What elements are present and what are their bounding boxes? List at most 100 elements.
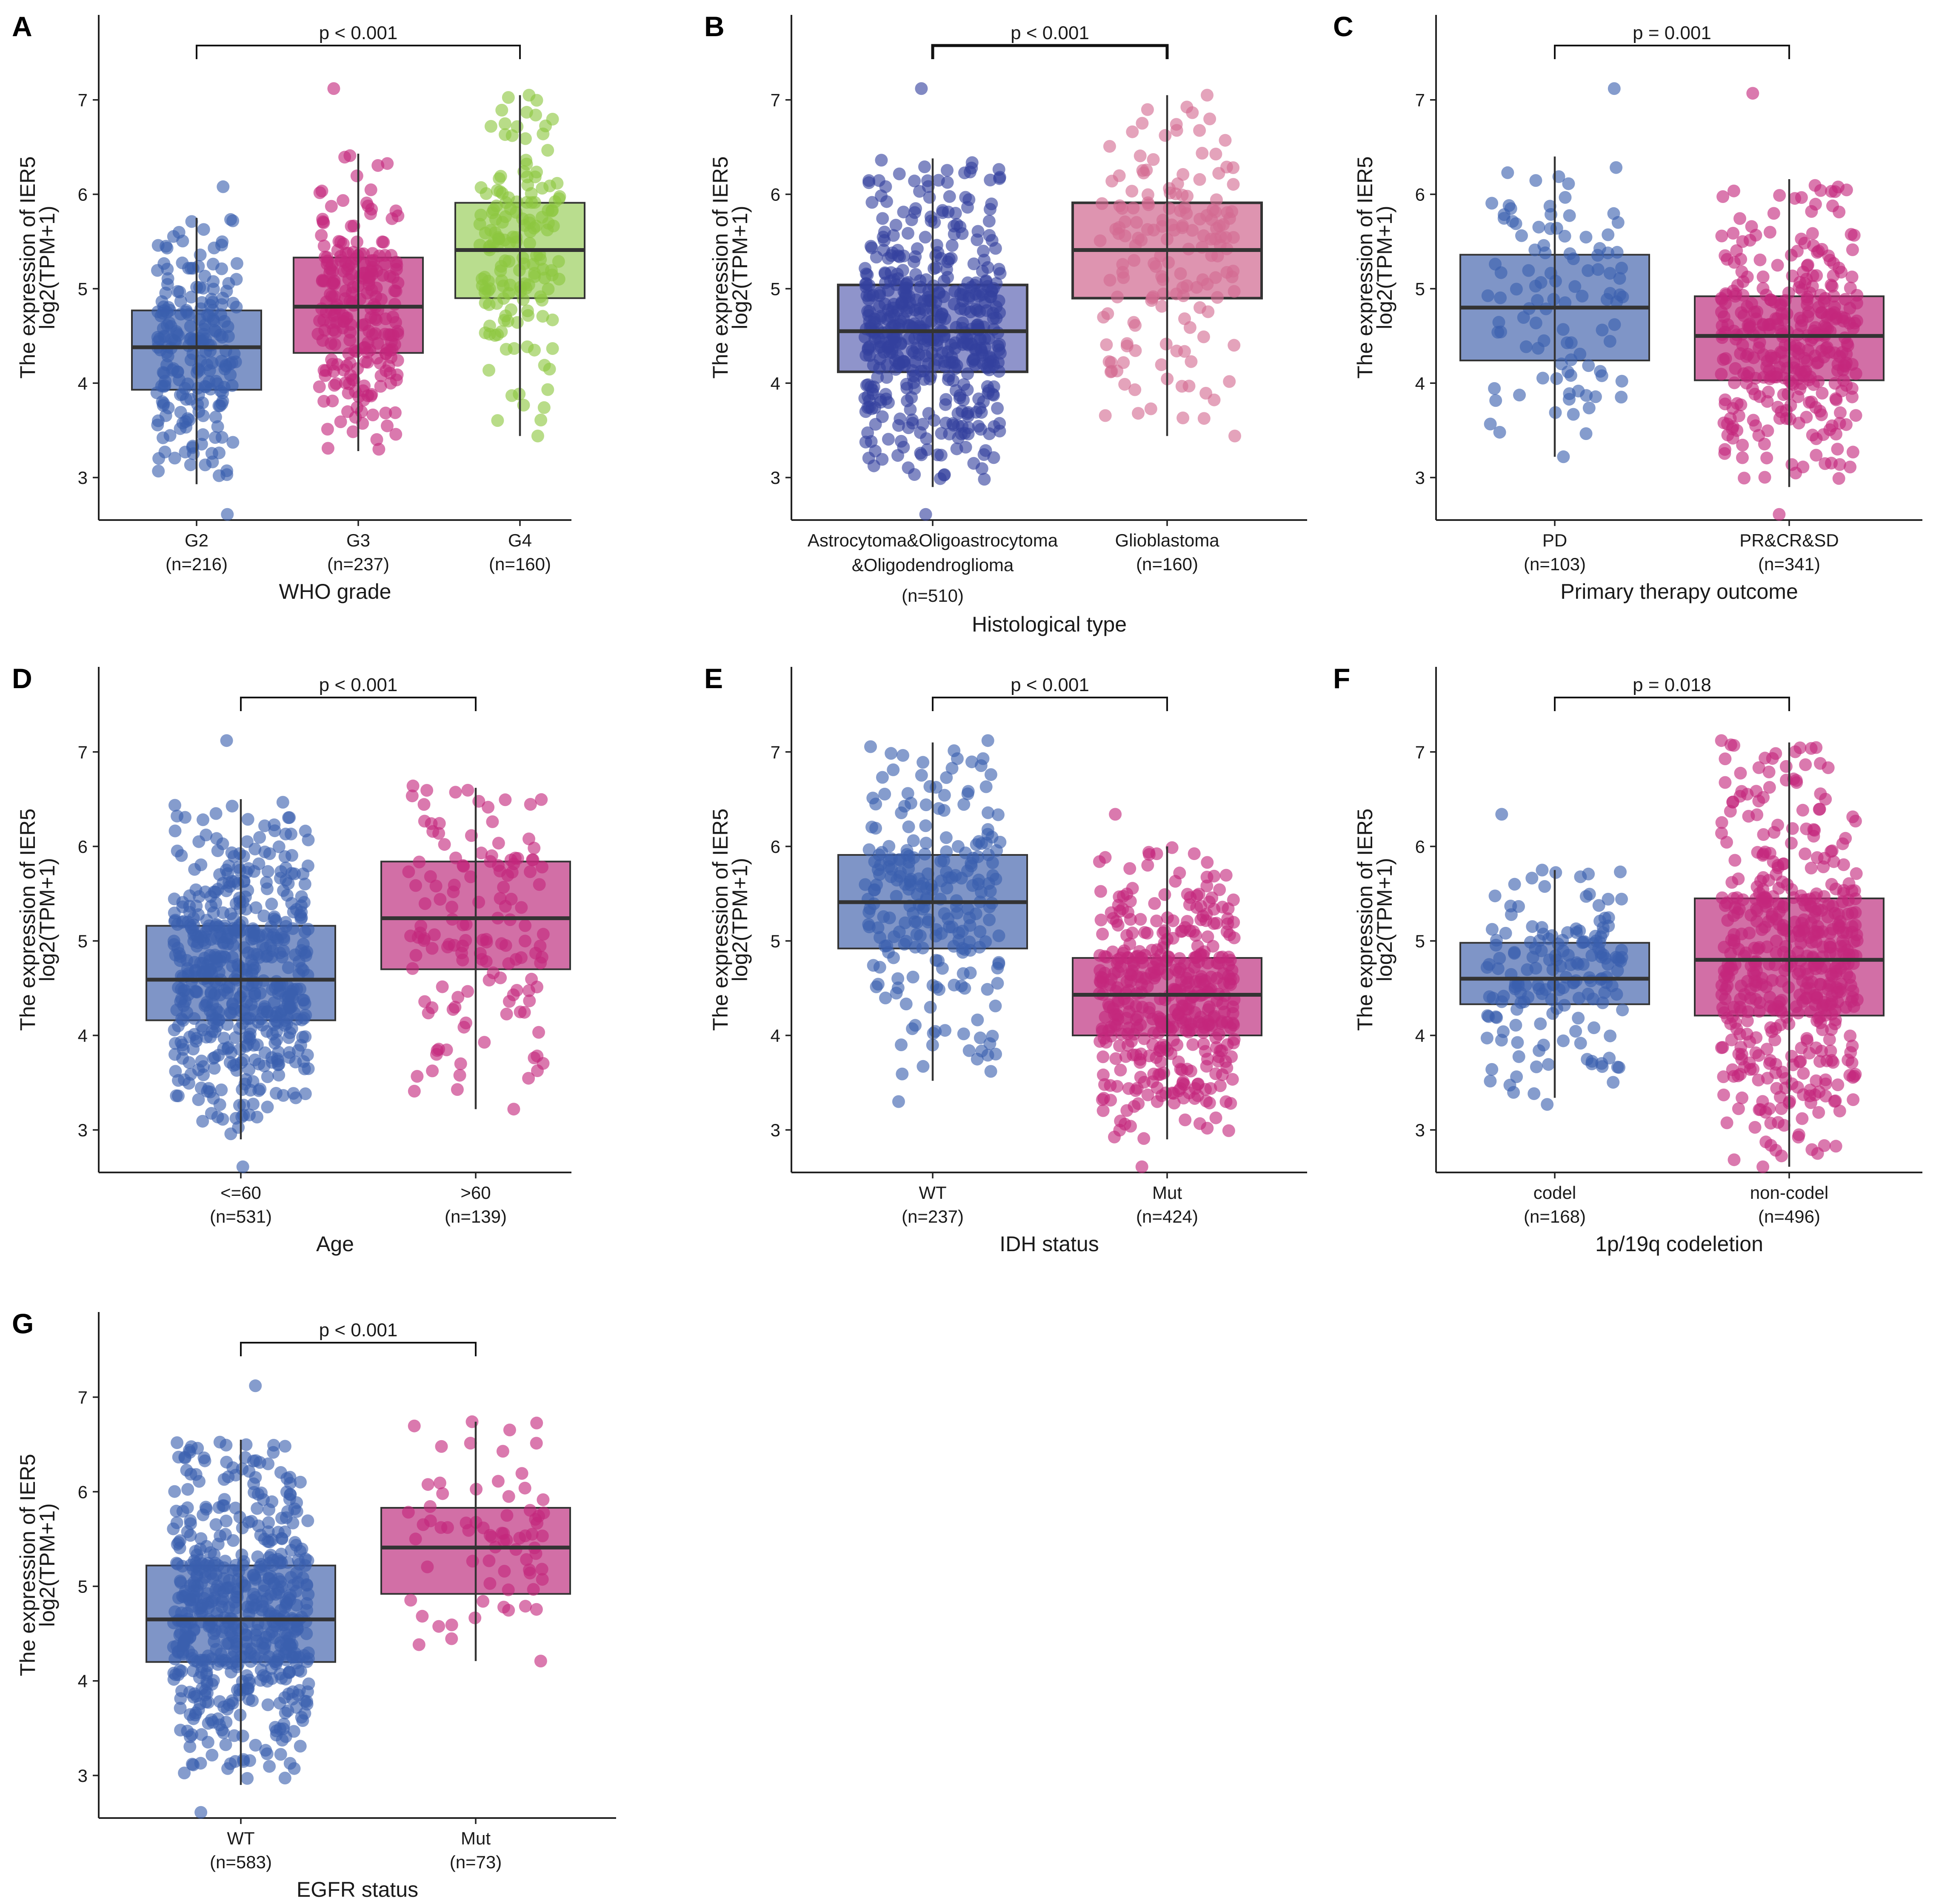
data-point [1209,148,1222,160]
data-point [201,1735,214,1749]
data-point [1759,892,1773,905]
data-point [1226,1073,1239,1086]
data-point [222,1041,235,1054]
data-point [991,402,1004,415]
data-point [1761,395,1774,408]
data-point [901,787,914,800]
data-point [546,342,559,355]
data-point [350,169,363,183]
data-point [217,180,230,193]
data-point [1505,908,1518,921]
data-point [197,223,210,236]
data-point [1769,1022,1782,1035]
data-point [525,972,538,986]
data-point [1812,1106,1825,1119]
data-point [1132,407,1145,420]
data-point [1730,244,1743,257]
data-point [1141,926,1154,940]
data-point [198,952,211,965]
data-point [1763,781,1776,794]
data-point [208,324,222,337]
data-point [919,798,933,812]
data-point [1840,348,1853,360]
data-point [871,978,885,991]
data-point [515,951,528,964]
data-point [1818,995,1831,1009]
data-point [529,1547,543,1560]
data-point [918,160,931,173]
data-point [445,901,458,914]
p-value-label: p < 0.001 [319,675,398,695]
x-tick-label: G4 [508,530,532,550]
data-point [213,1098,226,1111]
data-point [251,1502,264,1515]
data-point [236,1521,249,1535]
data-point [381,419,394,432]
data-point [502,91,515,104]
data-point [945,239,959,252]
x-tick-label: non-codel [1750,1183,1828,1203]
data-point [521,340,534,353]
data-point [1770,912,1783,926]
data-point [406,779,420,792]
data-point [270,1025,283,1038]
data-point [1135,1160,1148,1173]
data-point [522,1072,535,1085]
data-point [958,166,971,180]
data-point [1097,1092,1111,1105]
data-point [503,1424,516,1437]
data-point [161,272,174,285]
data-point [1197,330,1210,343]
data-point [1816,1023,1829,1036]
data-point [245,967,258,981]
data-point [917,1060,930,1073]
data-point [330,377,343,390]
data-point [984,768,997,781]
data-point [499,128,512,141]
data-point [1771,861,1785,875]
panel-letter-D: D [12,663,32,694]
data-point [366,409,380,421]
data-point [1136,117,1149,130]
data-point [1555,357,1568,371]
data-point [987,451,1000,464]
data-point [1750,915,1763,928]
significance-bracket [931,44,1169,59]
data-point [981,358,994,371]
group-count-label: (n=73) [450,1852,502,1872]
data-point [984,1065,997,1078]
data-point [1779,760,1793,773]
data-point [1155,358,1168,371]
data-point [175,1607,188,1619]
data-point [974,285,987,298]
data-point [503,995,516,1008]
data-point [984,290,997,303]
data-point [168,892,181,906]
data-point [514,1005,527,1018]
data-point [1616,1003,1629,1017]
data-point [1832,472,1845,485]
data-point [154,309,168,323]
data-point [1773,508,1786,521]
data-point [957,798,971,811]
y-tick-label: 4 [78,373,88,393]
data-point [267,1439,280,1452]
data-point [272,1058,286,1071]
data-point [1094,234,1107,247]
data-point [519,1600,532,1613]
data-point [226,379,239,392]
data-point [1741,788,1754,801]
data-point [1716,1041,1729,1054]
data-point [1228,285,1241,298]
data-point [346,425,360,438]
data-point [1120,1012,1133,1025]
data-point [189,985,203,998]
group-count-label: (n=160) [1136,554,1198,574]
data-point [1213,883,1226,896]
data-point [215,238,228,252]
data-point [1205,983,1217,995]
data-point [1759,981,1773,993]
data-point [1824,941,1837,954]
data-point [530,1603,543,1616]
data-point [221,508,234,521]
